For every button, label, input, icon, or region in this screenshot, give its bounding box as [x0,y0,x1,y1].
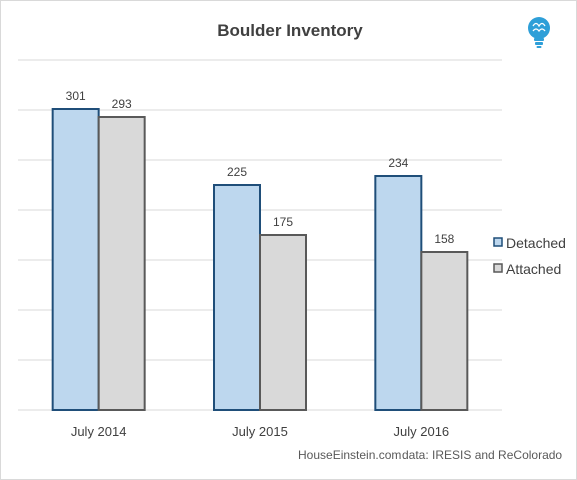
footer: HouseEinstein.com data: IRESIS and ReCol… [298,448,562,462]
lightbulb-brain-icon [528,17,550,48]
data-label-detached-1: 301 [66,89,86,103]
bar-attached-1 [97,116,146,411]
x-tick-label-2: July 2015 [232,424,288,439]
data-label-detached-3: 234 [388,156,408,170]
bar-detached-3 [374,175,423,411]
data-label-attached-3: 158 [434,232,454,246]
bars [51,108,469,411]
x-tick-label-3: July 2016 [394,424,450,439]
bar-attached-2 [259,234,307,411]
legend-swatch-attached [493,263,503,273]
footer-source: data: IRESIS and ReColorado [402,448,562,462]
legend-label-detached: Detached [506,235,566,251]
legend-swatch-detached [493,237,503,247]
legend-label-attached: Attached [506,261,561,277]
footer-site: HouseEinstein.com [298,448,401,462]
data-label-attached-1: 293 [112,97,132,111]
data-label-attached-2: 175 [273,215,293,229]
x-tick-label-1: July 2014 [71,424,127,439]
bar-detached-2 [213,184,261,411]
chart-title: Boulder Inventory [217,21,363,40]
legend: Detached Attached [493,235,566,277]
bar-attached-3 [420,251,469,411]
data-labels: 301 293 225 175 234 158 [66,89,455,246]
data-label-detached-2: 225 [227,165,247,179]
bar-detached-1 [51,108,100,411]
x-axis-ticks: July 2014 July 2015 July 2016 [71,424,449,439]
